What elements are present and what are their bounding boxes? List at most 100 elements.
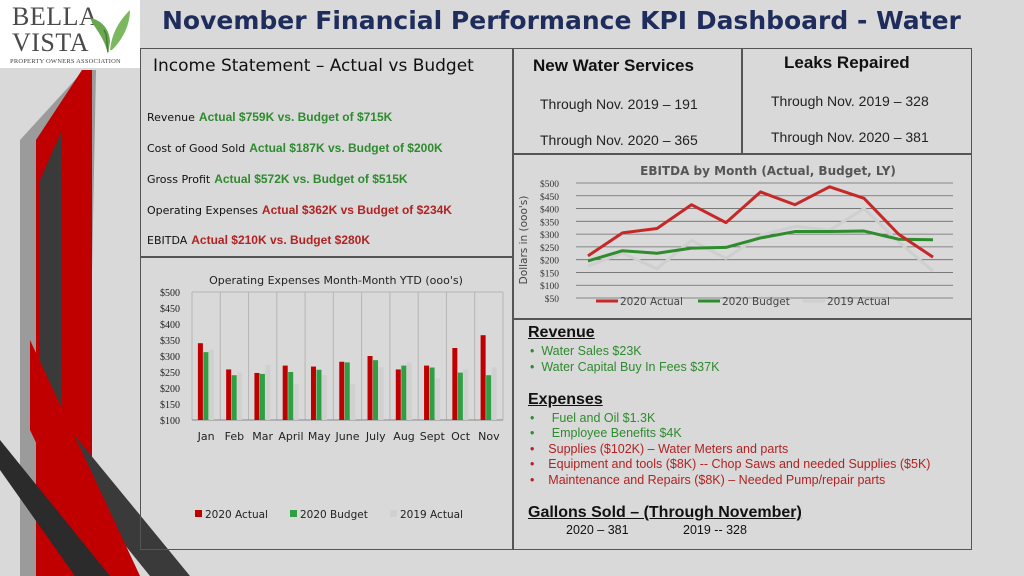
x-tick-label: Jan: [197, 430, 215, 443]
x-tick-label: July: [365, 430, 386, 443]
y-tick-label: $100: [540, 281, 559, 292]
expenses-heading: Expenses: [528, 391, 603, 408]
opex-bar-chart: Operating Expenses Month-Month YTD (ooo'…: [160, 274, 504, 521]
chart-title: Operating Expenses Month-Month YTD (ooo'…: [209, 274, 463, 287]
legend-swatch: [195, 510, 202, 517]
y-tick-label: $350: [160, 336, 180, 347]
logo-line1: BELLA: [12, 2, 99, 31]
kpi-value: Actual $187K vs. Budget of $200K: [249, 141, 443, 155]
bar: [486, 375, 492, 420]
bar: [288, 372, 294, 420]
y-tick-label: $250: [160, 368, 180, 379]
legend-label: 2020 Actual: [620, 296, 683, 308]
series-line: [587, 229, 934, 263]
bar: [401, 365, 407, 420]
legend-label: 2020 Budget: [300, 509, 368, 521]
bar: [231, 375, 237, 420]
y-tick-label: $100: [160, 416, 180, 427]
opex-panel: [140, 257, 513, 550]
leaks-panel: [742, 48, 972, 154]
kpi-value: Actual $210K vs. Budget $280K: [191, 233, 371, 247]
bar: [457, 372, 463, 420]
bar: [373, 360, 379, 420]
page-title: November Financial Performance KPI Dashb…: [162, 6, 961, 35]
expense-item: • Fuel and Oil $1.3K: [530, 411, 656, 425]
legend-label: 2020 Budget: [722, 296, 790, 308]
expense-item-text: Employee Benefits $4K: [551, 426, 682, 440]
y-tick-label: $400: [160, 320, 180, 331]
leaks-2020: Through Nov. 2020 – 381: [771, 129, 929, 145]
bar: [316, 369, 322, 420]
revenue-item: • Water Sales $23K: [530, 344, 642, 358]
bar: [344, 362, 350, 420]
bar: [203, 352, 209, 420]
bar: [480, 335, 486, 420]
series-line: [587, 185, 934, 259]
expense-item-text: Fuel and Oil $1.3K: [551, 411, 656, 425]
kpi-operating-expenses: Operating Expenses Actual $362K vs Budget…: [147, 203, 452, 217]
ebitda-line-chart: EBITDA by Month (Actual, Budget, LY) Doll…: [518, 164, 953, 308]
y-tick-label: $300: [160, 352, 180, 363]
y-tick-label: $350: [540, 217, 559, 228]
y-tick-label: $150: [160, 400, 180, 411]
y-tick-label: $500: [540, 179, 559, 190]
y-tick-label: $150: [540, 268, 559, 279]
leaks-title: Leaks Repaired: [784, 53, 910, 72]
leaks-2019: Through Nov. 2019 – 328: [771, 93, 929, 109]
bar: [197, 343, 203, 420]
revenue-item-text: Water Sales $23K: [541, 344, 642, 358]
kpi-value: Actual $759K vs. Budget of $715K: [198, 110, 393, 124]
legend-swatch: [390, 510, 397, 517]
y-tick-label: $250: [540, 243, 559, 254]
bar: [208, 349, 214, 420]
expense-item-text: Supplies ($102K) – Water Meters and part…: [548, 442, 789, 456]
revenue-item-text: Water Capital Buy In Fees $37K: [541, 360, 720, 374]
x-tick-label: Aug: [393, 430, 414, 443]
bar: [367, 356, 373, 420]
bar: [226, 369, 232, 420]
new-services-2020: Through Nov. 2020 – 365: [540, 132, 698, 148]
kpi-label: EBITDA: [147, 234, 188, 247]
y-tick-label: $400: [540, 205, 559, 216]
y-tick-label: $200: [540, 256, 559, 267]
expense-item-text: Maintenance and Repairs ($8K) – Needed P…: [548, 473, 886, 487]
bar: [491, 367, 497, 420]
bar: [406, 362, 412, 420]
leaf-icon: [90, 10, 130, 54]
expense-item: • Maintenance and Repairs ($8K) – Needed…: [530, 473, 886, 487]
new-services-panel: [513, 48, 742, 154]
bar: [259, 373, 265, 420]
income-statement-panel: [140, 48, 513, 257]
x-tick-label: April: [278, 430, 303, 443]
kpi-ebitda: EBITDA Actual $210K vs. Budget $280K: [147, 233, 370, 247]
bar: [429, 367, 435, 420]
decorative-stripes: [0, 70, 190, 576]
expense-item: • Employee Benefits $4K: [530, 426, 682, 440]
y-axis-label: Dollars in (ooo's): [518, 196, 530, 285]
bar: [424, 365, 430, 420]
bar: [237, 372, 243, 420]
gallons-heading: Gallons Sold – (Through November): [528, 504, 802, 521]
details-panel: [513, 319, 972, 550]
expense-item-text: Equipment and tools ($8K) -- Chop Saws a…: [548, 457, 931, 471]
chart-title: EBITDA by Month (Actual, Budget, LY): [640, 164, 896, 178]
revenue-heading: Revenue: [528, 324, 595, 341]
y-tick-label: $450: [540, 192, 559, 203]
logo-line2: VISTA: [12, 28, 89, 57]
kpi-cogs: Cost of Good Sold Actual $187K vs. Budget…: [147, 141, 443, 155]
y-tick-label: $200: [160, 384, 180, 395]
bar: [254, 372, 260, 420]
ebitda-panel: [513, 154, 972, 319]
expense-item: • Supplies ($102K) – Water Meters and pa…: [530, 442, 789, 456]
bar: [378, 367, 384, 420]
expense-item: • Equipment and tools ($8K) -- Chop Saws…: [530, 457, 931, 471]
kpi-label: Gross Profit: [147, 173, 211, 186]
bar: [265, 364, 271, 420]
new-services-2019: Through Nov. 2019 – 191: [540, 96, 698, 112]
revenue-item: • Water Capital Buy In Fees $37K: [530, 360, 720, 374]
legend-label: 2019 Actual: [827, 296, 890, 308]
gallons-2019: 2019 -- 328: [683, 523, 747, 537]
x-tick-label: Mar: [252, 430, 273, 443]
kpi-revenue: Revenue Actual $759K vs. Budget of $715K: [147, 110, 392, 124]
logo: BELLA VISTA PROPERTY OWNERS ASSOCIATION: [0, 0, 140, 68]
